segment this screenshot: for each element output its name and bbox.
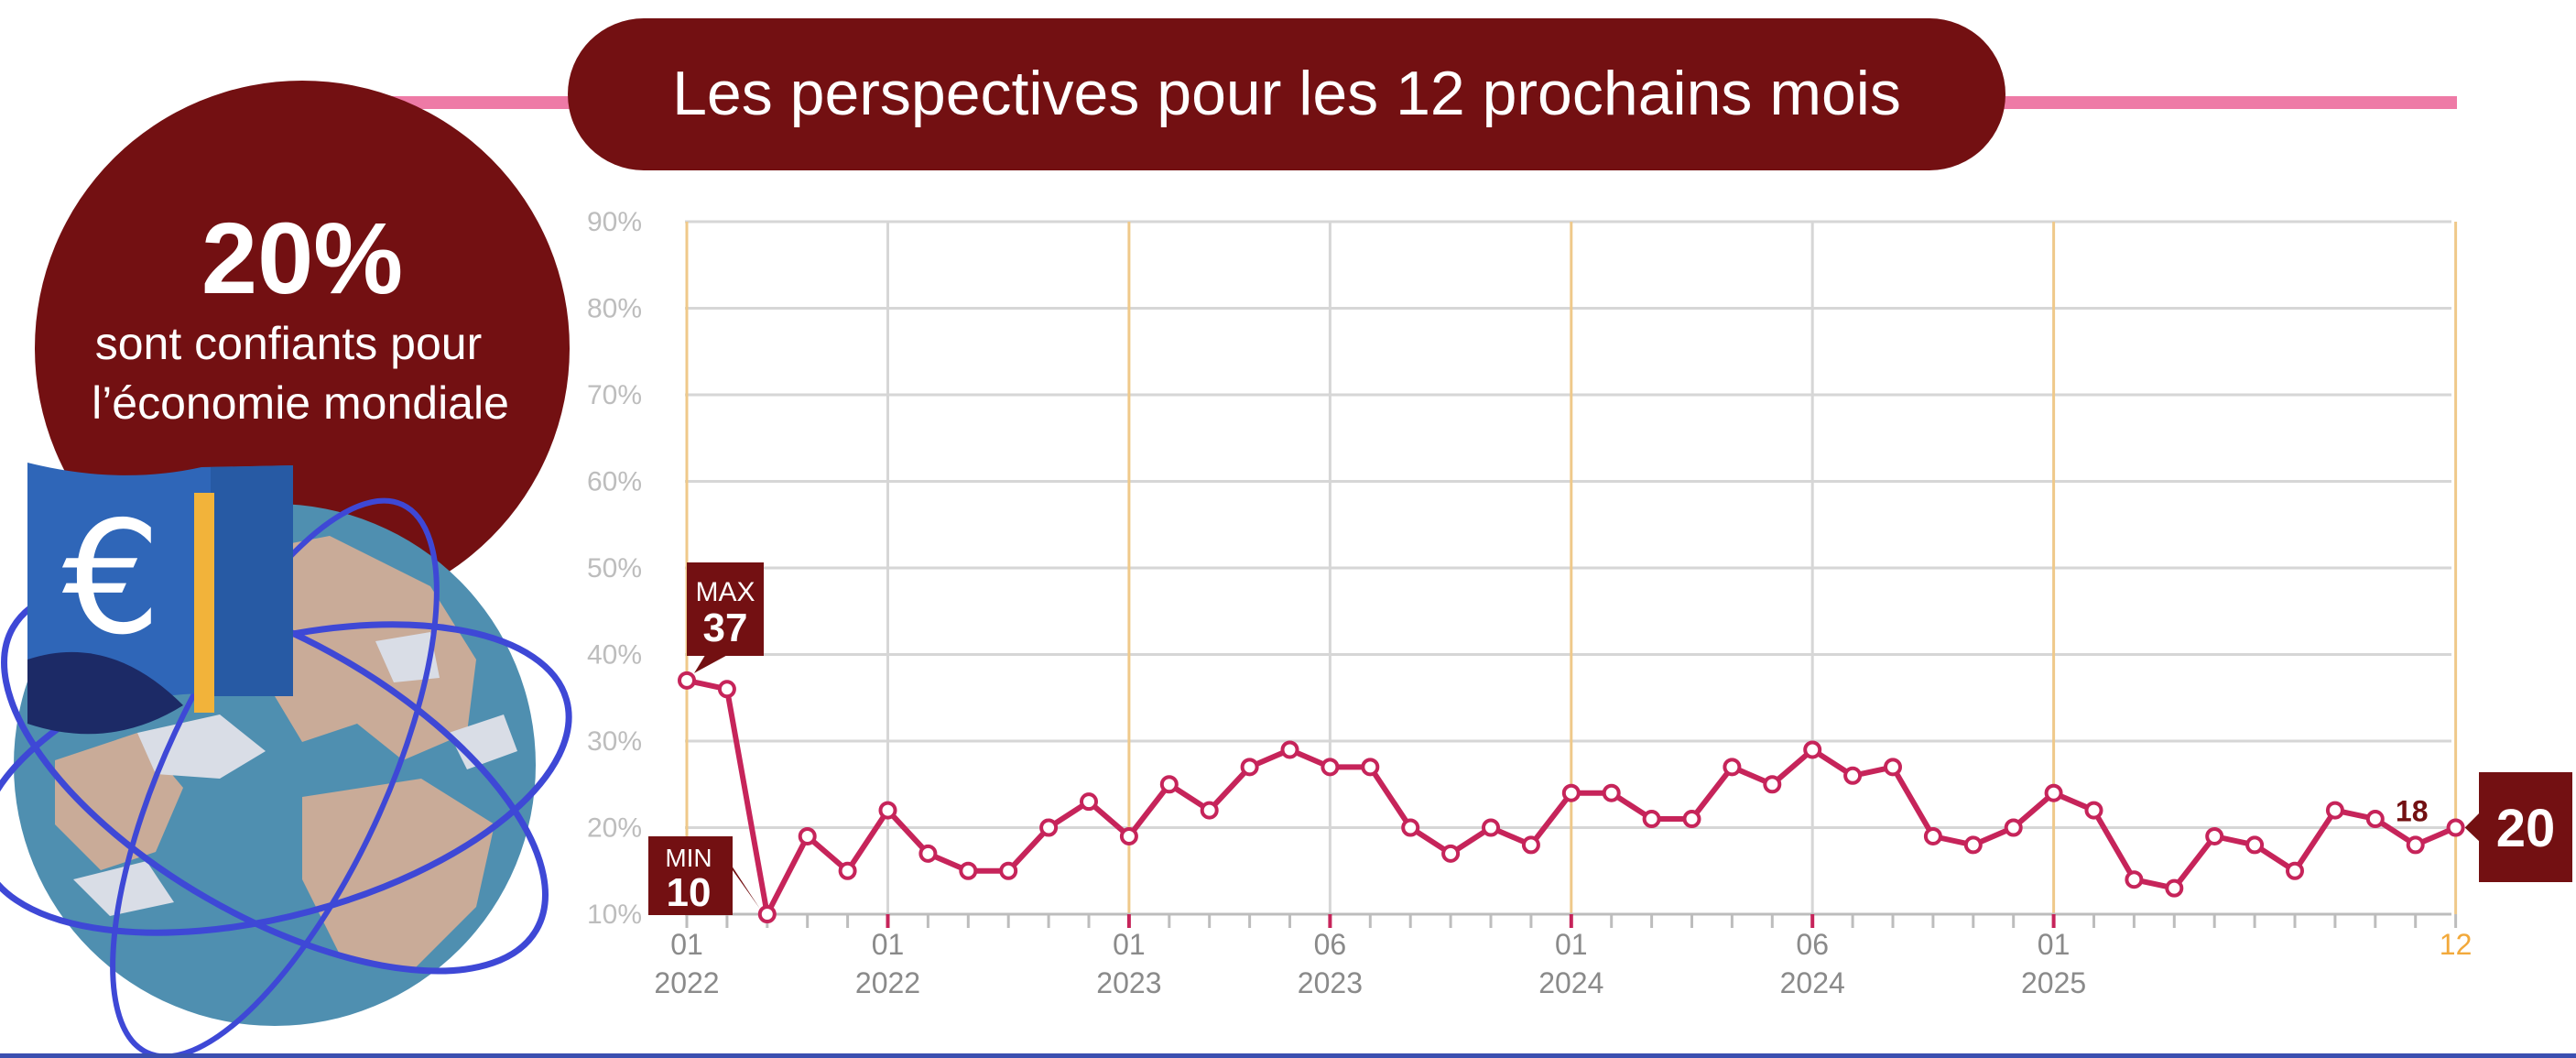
- data-point: [1361, 758, 1380, 777]
- data-point: [1200, 801, 1219, 820]
- data-point: [1884, 758, 1902, 777]
- data-point: [1401, 818, 1420, 837]
- data-point: [1803, 740, 1822, 759]
- data-point: [999, 861, 1018, 880]
- x-tick-label-year: 2024: [1780, 966, 1845, 999]
- orbit-ring: [1, 583, 549, 975]
- globe-cloud: [137, 714, 266, 779]
- data-point: [2044, 783, 2063, 802]
- y-tick-label: 10%: [587, 900, 642, 930]
- data-point: [717, 680, 736, 699]
- x-tick-label-year: 2023: [1096, 966, 1161, 999]
- x-tick-label-year: 2022: [855, 966, 920, 999]
- x-tick-label-month: 01: [872, 928, 905, 961]
- min-callout-label: MIN: [665, 844, 712, 872]
- min-callout-pointer: [712, 836, 760, 909]
- data-point: [757, 905, 777, 923]
- x-tick-label-month: 01: [2038, 928, 2071, 961]
- badge-line-2: l’économie mondiale: [92, 377, 509, 429]
- data-point: [959, 861, 978, 880]
- data-point: [2406, 835, 2425, 855]
- min-callout-box: [648, 836, 733, 915]
- page-title: Les perspectives pour les 12 prochains m…: [672, 59, 1901, 128]
- globe-land: [302, 779, 495, 971]
- y-tick-label: 60%: [587, 467, 642, 497]
- x-tick-label-year: 2022: [654, 966, 719, 999]
- x-tick-label-year: 2023: [1298, 966, 1363, 999]
- data-point: [1602, 783, 1621, 802]
- globe-cloud: [375, 632, 440, 682]
- x-tick-label-year: 2025: [2021, 966, 2086, 999]
- last-callout-value: 20: [2496, 799, 2556, 858]
- y-tick-label: 80%: [587, 294, 642, 324]
- data-point: [878, 801, 897, 820]
- data-point: [678, 671, 696, 690]
- data-point: [2286, 861, 2304, 880]
- flag-fold: [27, 651, 183, 735]
- data-point: [2245, 835, 2265, 855]
- data-point: [798, 826, 817, 845]
- y-tick-label: 90%: [587, 207, 642, 237]
- y-tick-label: 70%: [587, 380, 642, 410]
- data-point: [1482, 818, 1500, 837]
- x-tick-label-month: 01: [1555, 928, 1588, 961]
- orbit-ring: [110, 497, 440, 1058]
- data-point: [1321, 758, 1340, 777]
- data-point: [918, 844, 938, 863]
- y-tick-label: 40%: [587, 640, 642, 671]
- euro-flag-globe-icon: €: [0, 463, 572, 1058]
- data-point: [1039, 818, 1059, 837]
- data-point: [1080, 792, 1098, 812]
- data-point: [1561, 783, 1581, 802]
- data-point: [2365, 810, 2385, 829]
- badge-line-1: sont confiants pour: [95, 318, 483, 369]
- globe-land: [55, 733, 183, 870]
- data-point: [1963, 835, 1983, 855]
- data-point: [1923, 826, 1942, 845]
- last-callout-pointer: [2464, 812, 2481, 843]
- data-point: [1240, 758, 1259, 777]
- x-tick-label-year: 2024: [1538, 966, 1603, 999]
- data-point: [1441, 844, 1461, 863]
- euro-symbol: €: [62, 488, 161, 670]
- y-tick-label: 50%: [587, 553, 642, 584]
- data-point: [1843, 766, 1863, 785]
- bottom-border: [0, 1053, 2576, 1058]
- flag-shade: [211, 465, 293, 696]
- x-tick-label-month: 12: [2440, 928, 2473, 961]
- data-point: [2205, 826, 2224, 845]
- x-tick-label-month: 01: [1113, 928, 1146, 961]
- data-point: [2325, 801, 2344, 820]
- title-pill: [568, 18, 2005, 170]
- badge-value: 20%: [201, 202, 403, 315]
- y-tick-label: 30%: [587, 726, 642, 757]
- data-point: [1280, 740, 1299, 759]
- data-point: [2004, 818, 2023, 837]
- data-point: [2165, 878, 2184, 898]
- prev-value-label: 18: [2396, 794, 2429, 827]
- flag-pole: [194, 493, 214, 713]
- data-point: [1521, 835, 1540, 855]
- x-tick-label-month: 06: [1796, 928, 1829, 961]
- data-point: [1159, 775, 1179, 794]
- data-point: [1682, 810, 1701, 829]
- data-point: [2125, 870, 2144, 889]
- data-point: [1723, 758, 1742, 777]
- x-tick-label-month: 06: [1314, 928, 1347, 961]
- x-tick-label-month: 01: [670, 928, 703, 961]
- min-callout-value: 10: [667, 870, 712, 915]
- data-point: [1763, 775, 1782, 794]
- max-callout-value: 37: [703, 605, 748, 650]
- data-point: [1119, 826, 1138, 845]
- data-point: [2084, 801, 2103, 820]
- data-point: [838, 861, 857, 880]
- max-callout-label: MAX: [695, 577, 755, 607]
- data-point: [1642, 810, 1661, 829]
- y-tick-label: 20%: [587, 813, 642, 844]
- data-point: [2446, 818, 2465, 837]
- last-callout-box: [2479, 772, 2572, 882]
- max-callout-box: [687, 562, 764, 656]
- max-callout-pointer: [694, 652, 733, 673]
